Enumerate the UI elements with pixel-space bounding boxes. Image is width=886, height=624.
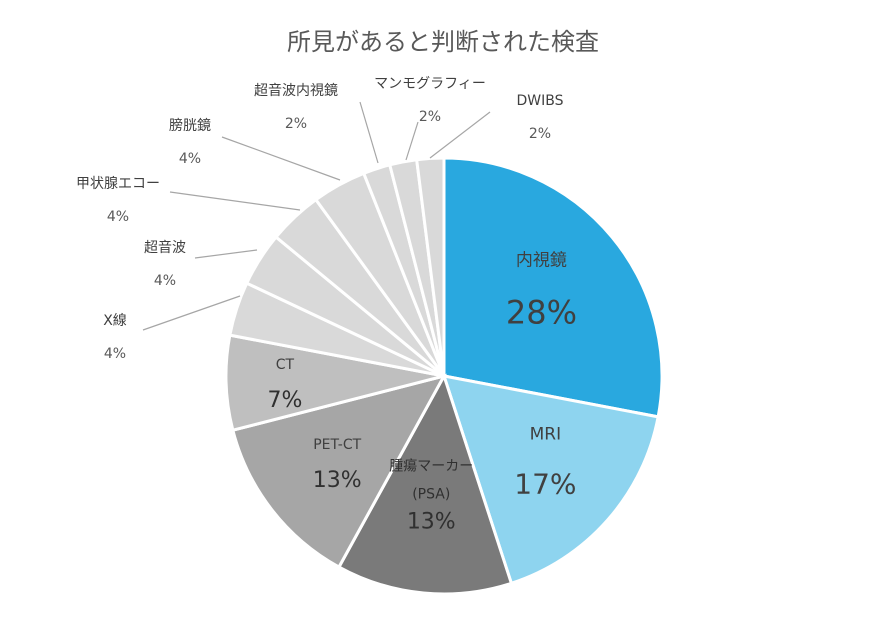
- slice-label: 膀胱鏡: [169, 117, 211, 134]
- slice-label: DWIBS: [517, 93, 564, 109]
- slice-label: 甲状腺エコー: [76, 176, 160, 192]
- slice-label: 腫瘍マーカー: [389, 458, 473, 475]
- slice-percentage: 4%: [107, 209, 129, 225]
- pie-slice-psa: [336, 372, 514, 596]
- leader-line: [429, 111, 491, 159]
- leader-line: [169, 191, 301, 211]
- pie-slice-mri: [441, 374, 660, 586]
- slice-percentage: 13%: [313, 468, 362, 493]
- leader-line: [405, 121, 419, 161]
- leader-line: [359, 101, 379, 164]
- slice-percentage: 2%: [285, 116, 307, 132]
- slice-label: 内視鏡: [516, 250, 567, 270]
- leader-line: [194, 249, 258, 259]
- slice-percentage: 7%: [267, 388, 302, 413]
- pie-slice-pet-ct: [231, 373, 447, 570]
- slice-percentage: 4%: [104, 346, 126, 362]
- slice-label: 超音波: [144, 239, 186, 256]
- slice-label: PET-CT: [313, 437, 361, 453]
- slice-percentage: 2%: [419, 109, 441, 125]
- leader-line: [142, 295, 241, 331]
- slice-percentage: 28%: [506, 293, 577, 331]
- slice-label: (PSA): [412, 487, 450, 503]
- pie-slice-dwibs: [415, 156, 446, 377]
- slice-percentage: 2%: [529, 126, 551, 142]
- slice-label: マンモグラフィー: [374, 76, 486, 92]
- slice-percentage: 17%: [514, 467, 576, 500]
- slice-percentage: 4%: [179, 151, 201, 167]
- chart-title: 所見があると判断された検査: [287, 28, 599, 56]
- leader-line: [221, 136, 341, 181]
- slice-percentage: 4%: [154, 273, 176, 289]
- slice-percentage: 13%: [407, 510, 456, 535]
- slice-label: CT: [276, 357, 295, 373]
- slice-label: MRI: [530, 424, 562, 444]
- slice-label: X線: [103, 313, 127, 329]
- slice-label: 超音波内視鏡: [254, 82, 338, 99]
- pie-slice-item-0: [442, 156, 664, 419]
